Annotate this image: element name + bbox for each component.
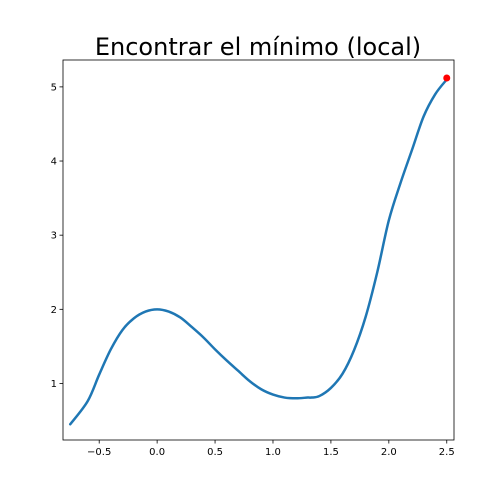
y-tick-label: 2 bbox=[51, 305, 57, 316]
y-axis: 1 2 3 4 5 bbox=[51, 82, 63, 390]
x-tick-label: 1.5 bbox=[323, 447, 339, 458]
x-tick-label: −0.5 bbox=[87, 447, 111, 458]
current-point-marker bbox=[443, 74, 451, 82]
y-tick-label: 4 bbox=[51, 157, 57, 168]
x-tick-label: 1.0 bbox=[265, 447, 281, 458]
y-tick-label: 5 bbox=[51, 82, 57, 93]
chart-title: Encontrar el mínimo (local) bbox=[95, 33, 421, 61]
x-tick-label: 0.5 bbox=[207, 447, 223, 458]
x-tick-label: 0.0 bbox=[149, 447, 165, 458]
x-tick-label: 2.0 bbox=[381, 447, 397, 458]
plot-frame bbox=[62, 59, 455, 441]
series-line bbox=[68, 78, 449, 426]
y-tick-label: 3 bbox=[51, 231, 57, 242]
x-tick-label: 2.5 bbox=[439, 447, 455, 458]
y-tick-label: 1 bbox=[51, 379, 57, 390]
x-axis: −0.5 0.0 0.5 1.0 1.5 2.0 2.5 bbox=[87, 440, 455, 458]
